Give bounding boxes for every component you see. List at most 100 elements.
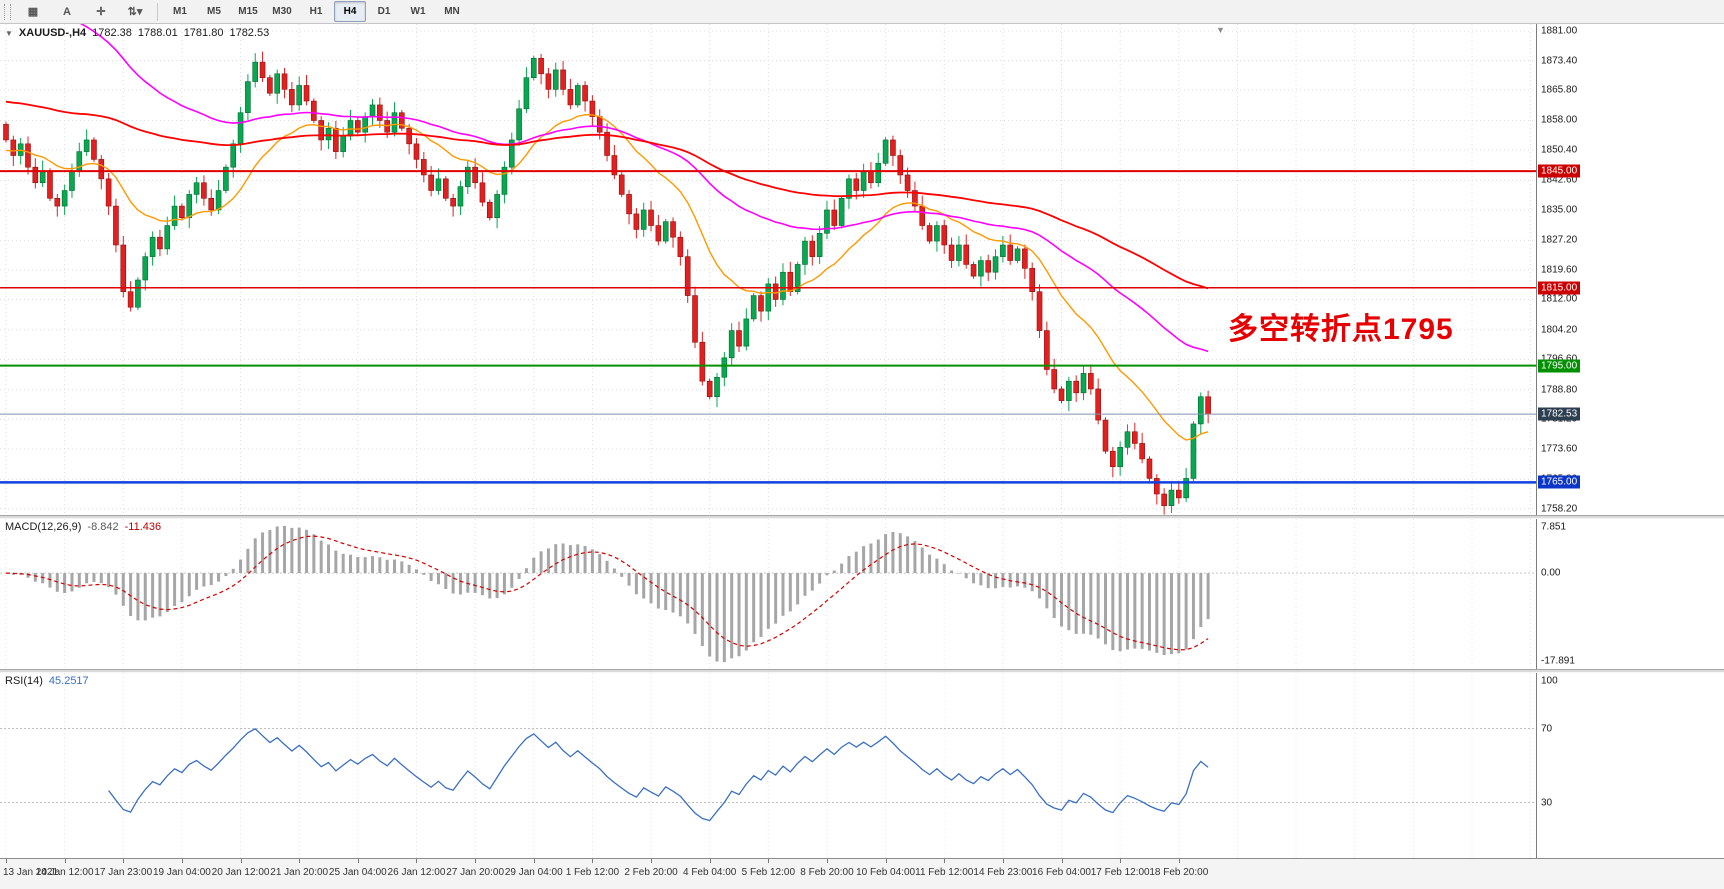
time-tick [533,859,535,863]
rsi-axis-label-30: 30 [1541,797,1553,808]
time-tick [826,859,828,863]
rsi-canvas [0,673,1536,858]
price-tag-1815.00: 1815.00 [1538,281,1581,295]
macd-signal-value: -11.436 [124,521,162,533]
rsi-pane[interactable]: RSI(14) 45.2517 [0,673,1536,858]
timeframe-M5[interactable]: M5 [207,6,221,17]
time-tick [651,859,653,863]
time-tick [1120,859,1122,863]
timeframe-W1[interactable]: W1 [410,6,426,17]
timeframe-D1[interactable]: D1 [377,6,391,17]
time-tick [6,859,7,863]
time-tick [416,859,418,863]
ma-slow-line [5,100,1209,290]
time-tick [299,859,301,863]
macd-indicator-label: MACD(12,26,9) [5,521,82,533]
chart-shift-marker-icon[interactable]: ▼ [1216,25,1225,35]
macd-pane[interactable]: MACD(12,26,9) -8.842 -11.436 [0,519,1536,669]
rsi-indicator-label: RSI(14) [5,675,43,687]
price-axis[interactable]: 1881.00 1873.40 1865.80 1858.00 1850.40 1842.… [1536,24,1724,515]
price-axis-label: 1819.60 [1541,264,1578,276]
ohlc-open: 1782.38 [92,27,132,39]
timeframe-H4[interactable]: H4 [334,1,366,22]
time-axis-label: 18 Feb 20:00 [1149,867,1209,878]
rsi-axis-label-100: 100 [1541,675,1558,687]
timeframe-H1[interactable]: H1 [309,6,323,17]
macd-axis-max: 7.851 [1541,521,1567,533]
time-tick [1178,859,1180,863]
rsi-axis[interactable]: 100 70 30 [1536,673,1724,858]
timeframe-M30[interactable]: M30 [272,6,292,17]
time-axis-label: 17 Feb 12:00 [1090,867,1150,878]
crosshair-icon[interactable]: ✛ [96,6,106,18]
time-axis-label: 16 Feb 04:00 [1032,867,1091,878]
ohlc-low: 1781.80 [183,27,224,39]
macd-signal-line [5,535,1209,651]
time-axis-label: 21 Jan 20:00 [270,867,329,878]
indicators-dropdown-icon[interactable]: ⇅▾ [127,6,143,18]
ohlc-close: 1782.53 [229,27,270,39]
macd-axis-min: -17.891 [1541,655,1575,667]
timeframe-M1[interactable]: M1 [173,6,187,17]
toolbar: ▦ A ✛ ⇅▾ M1 M5 M15 M30 H1 H4 D1 W1 MN [0,0,1724,24]
time-tick [768,859,770,863]
price-axis-label: 1788.80 [1541,384,1578,396]
price-axis-label: 1804.20 [1541,324,1578,336]
time-axis-label: 19 Jan 04:00 [152,867,211,878]
pane-separator-rsi[interactable] [0,669,1724,673]
pane-separator-macd[interactable] [0,515,1724,519]
time-axis-label: 1 Feb 12:00 [565,867,620,878]
time-tick [357,859,359,863]
time-tick [240,859,242,863]
time-axis-label: 29 Jan 04:00 [504,867,563,878]
macd-axis-zero: 0.00 [1541,567,1561,579]
macd-axis[interactable]: 7.851 0.00 -17.891 [1536,519,1724,669]
time-axis-label: 11 Feb 12:00 [915,867,974,878]
time-axis-label: 17 Jan 23:00 [94,867,153,878]
ma-fast-line [5,113,1209,441]
symbol-menu-arrow-icon[interactable]: ▼ [5,28,13,38]
macd-canvas [0,519,1536,669]
timeframe-M15[interactable]: M15 [238,6,258,17]
price-chart-pane[interactable]: ▼ XAUUSD-,H4 1782.38 1788.01 1781.80 178… [0,24,1536,515]
price-tag-1795.00: 1795.00 [1538,359,1581,373]
price-axis-label: 1773.60 [1541,443,1578,455]
time-axis-label: 26 Jan 12:00 [387,867,446,878]
price-axis-label: 1850.40 [1541,144,1578,156]
rsi-label-row: RSI(14) 45.2517 [5,675,89,687]
time-axis[interactable]: 13 Jan 2021 14 Jan 12:00 17 Jan 23:00 19 Ja… [0,858,1724,889]
time-tick [709,859,711,863]
price-tag-1845.00: 1845.00 [1538,164,1581,178]
time-tick [592,859,594,863]
time-axis-label: 8 Feb 20:00 [800,867,854,878]
time-tick [1002,859,1004,863]
text-label-icon[interactable]: A [63,5,71,18]
time-axis-label: 14 Feb 23:00 [973,867,1033,878]
time-tick [64,859,66,863]
rsi-value: 45.2517 [48,675,89,687]
tool-button-group: ▦ A ✛ ⇅▾ [16,1,152,22]
current-price-tag: 1782.53 [1538,407,1581,421]
price-tag-1765.00: 1765.00 [1538,475,1581,489]
price-chart-canvas [0,24,1536,515]
time-tick [181,859,183,863]
chart-annotation-text[interactable]: 多空转折点1795 [1228,313,1454,346]
price-axis-label: 1812.00 [1541,293,1578,305]
time-tick [475,859,477,863]
macd-histogram [11,525,1210,663]
timeframe-MN[interactable]: MN [444,6,460,17]
time-tick [1061,859,1063,863]
time-axis-label: 13 Jan 2021 [3,867,59,878]
price-axis-label: 1758.20 [1541,503,1578,515]
time-tick [944,859,946,863]
ohlc-high: 1788.01 [137,27,178,39]
chart-window-icon[interactable]: ▦ [27,6,39,18]
time-axis-label: 4 Feb 04:00 [682,867,737,878]
toolbar-grip[interactable] [4,3,11,20]
time-axis-label: 20 Jan 12:00 [211,867,270,878]
macd-label-row: MACD(12,26,9) -8.842 -11.436 [5,521,161,533]
time-axis-label: 25 Jan 04:00 [328,867,387,878]
time-axis-label: 5 Feb 12:00 [741,867,795,878]
toolbar-separator [157,2,158,21]
